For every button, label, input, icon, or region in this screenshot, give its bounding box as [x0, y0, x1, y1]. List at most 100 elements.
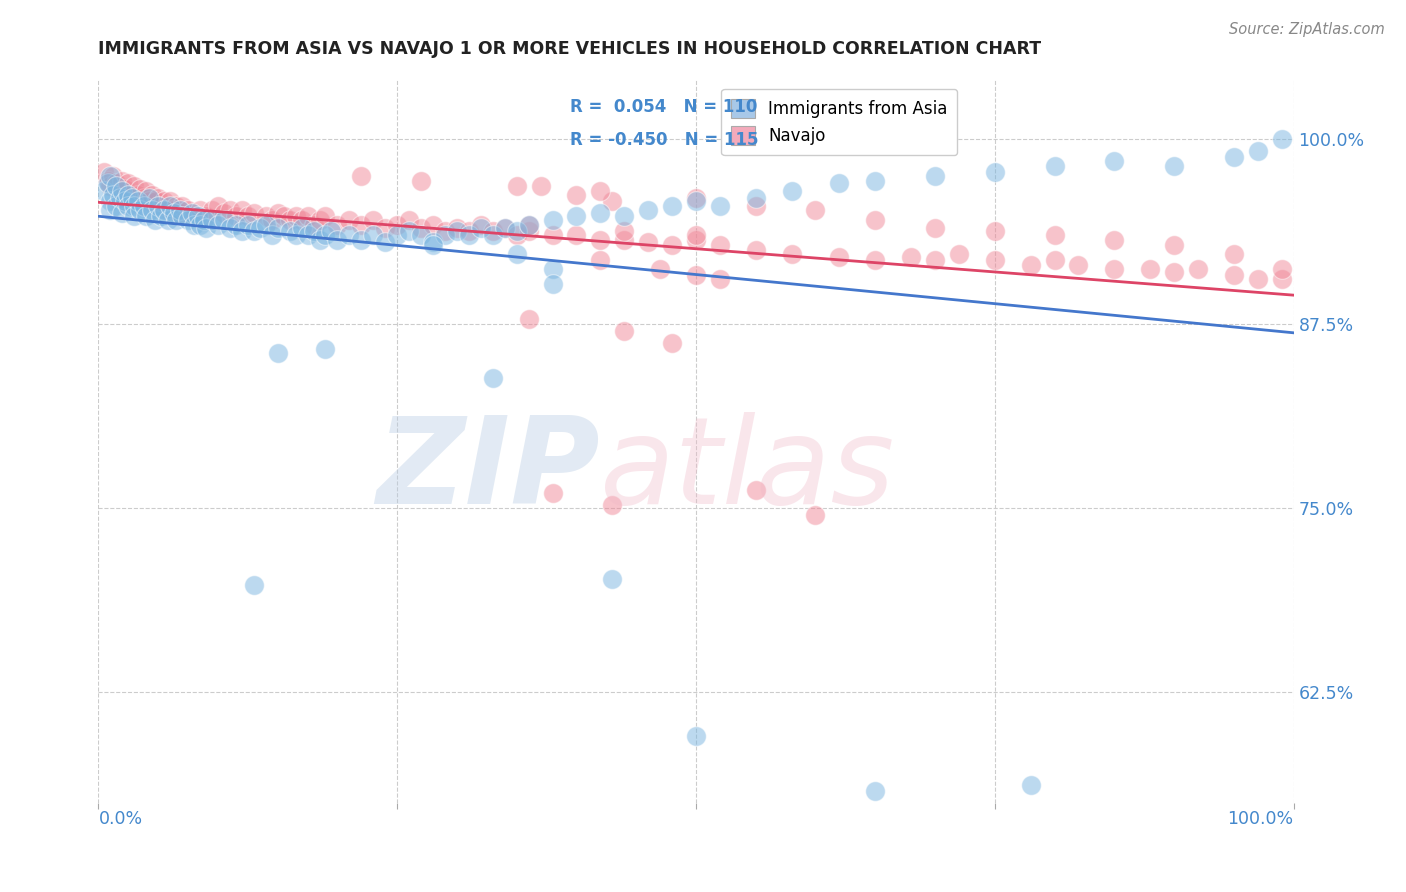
- Point: [141, 202, 163, 217]
- Point: [541, 277, 564, 291]
- Point: [458, 224, 481, 238]
- Point: [517, 224, 540, 238]
- Point: [517, 218, 540, 232]
- Point: [321, 224, 343, 238]
- Point: [602, 498, 624, 512]
- Point: [183, 218, 205, 232]
- Point: [291, 213, 314, 227]
- Point: [1175, 811, 1198, 825]
- Point: [149, 199, 172, 213]
- Point: [97, 173, 120, 187]
- Point: [685, 730, 707, 744]
- Point: [98, 179, 122, 194]
- Point: [219, 202, 242, 217]
- Point: [411, 228, 433, 243]
- Point: [804, 202, 827, 217]
- Point: [411, 173, 433, 187]
- Point: [481, 224, 505, 238]
- Point: [661, 335, 683, 350]
- Point: [685, 228, 707, 243]
- Point: [149, 209, 172, 223]
- Point: [506, 224, 529, 238]
- Point: [148, 191, 170, 205]
- Point: [169, 206, 191, 220]
- Point: [1043, 228, 1066, 243]
- Point: [231, 202, 253, 217]
- Point: [111, 184, 134, 198]
- Point: [780, 184, 803, 198]
- Point: [865, 213, 887, 227]
- Point: [97, 177, 120, 191]
- Point: [1223, 150, 1246, 164]
- Point: [260, 228, 283, 243]
- Point: [1043, 253, 1066, 268]
- Point: [385, 228, 409, 243]
- Point: [1223, 247, 1246, 261]
- Point: [145, 194, 167, 209]
- Point: [1223, 268, 1246, 282]
- Point: [284, 228, 307, 243]
- Point: [422, 238, 444, 252]
- Point: [685, 233, 707, 247]
- Point: [108, 191, 131, 205]
- Point: [254, 209, 277, 223]
- Point: [984, 253, 1007, 268]
- Point: [1247, 272, 1270, 286]
- Point: [339, 228, 361, 243]
- Point: [1104, 233, 1126, 247]
- Point: [745, 191, 768, 205]
- Point: [267, 220, 290, 235]
- Point: [602, 194, 624, 209]
- Point: [143, 213, 166, 227]
- Point: [260, 213, 283, 227]
- Point: [297, 209, 319, 223]
- Point: [124, 179, 146, 194]
- Point: [169, 202, 191, 217]
- Point: [685, 194, 707, 209]
- Point: [188, 218, 211, 232]
- Point: [637, 202, 659, 217]
- Point: [124, 199, 146, 213]
- Point: [163, 206, 186, 220]
- Point: [685, 268, 707, 282]
- Point: [661, 238, 683, 252]
- Point: [98, 202, 122, 217]
- Point: [201, 202, 224, 217]
- Point: [709, 238, 731, 252]
- Point: [494, 220, 516, 235]
- Point: [98, 169, 122, 183]
- Point: [278, 224, 301, 238]
- Point: [193, 213, 215, 227]
- Point: [148, 199, 170, 213]
- Point: [93, 184, 115, 198]
- Point: [163, 202, 186, 217]
- Point: [207, 199, 229, 213]
- Point: [363, 213, 385, 227]
- Point: [541, 486, 564, 500]
- Point: [828, 177, 851, 191]
- Point: [900, 250, 922, 264]
- Point: [422, 218, 444, 232]
- Point: [1163, 238, 1185, 252]
- Point: [180, 206, 202, 220]
- Point: [350, 169, 373, 183]
- Point: [114, 182, 136, 196]
- Point: [374, 235, 396, 250]
- Point: [613, 233, 636, 247]
- Text: R = -0.450   N = 115: R = -0.450 N = 115: [571, 131, 759, 149]
- Point: [541, 262, 564, 277]
- Point: [243, 577, 266, 591]
- Point: [517, 218, 540, 232]
- Point: [308, 233, 330, 247]
- Point: [93, 164, 115, 178]
- Point: [565, 209, 588, 223]
- Point: [589, 206, 612, 220]
- Point: [661, 199, 683, 213]
- Text: ZIP: ZIP: [377, 412, 600, 529]
- Point: [541, 213, 564, 227]
- Point: [385, 218, 409, 232]
- Point: [411, 220, 433, 235]
- Point: [589, 253, 612, 268]
- Point: [780, 247, 803, 261]
- Point: [129, 202, 152, 217]
